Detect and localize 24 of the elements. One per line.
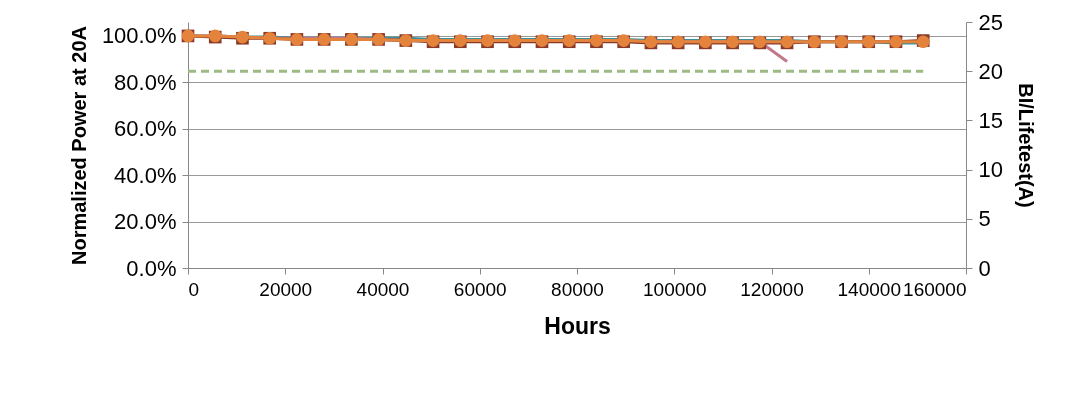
x-tick-label: 20000 bbox=[259, 278, 313, 300]
y-tick-label: 40.0% bbox=[114, 162, 177, 188]
x-tick-label: 40000 bbox=[356, 278, 410, 300]
x-tick-label: 140000 bbox=[837, 278, 901, 300]
x-tick-label: 100000 bbox=[643, 278, 707, 300]
y-tick-label: 0.0% bbox=[126, 255, 177, 281]
x-tick-label: 160000 bbox=[903, 278, 967, 300]
x-tick-label: 80000 bbox=[551, 278, 604, 300]
y-axis-title: Normalized Power at 20A bbox=[67, 26, 90, 265]
y2-tick-label: 10 bbox=[978, 157, 1003, 183]
x-tick-label: 120000 bbox=[740, 278, 804, 300]
x-tick-label: 60000 bbox=[453, 278, 507, 300]
y-tick-label: 100.0% bbox=[101, 23, 177, 49]
y-tick-label: 60.0% bbox=[114, 116, 177, 142]
y2-tick-label: 15 bbox=[978, 107, 1003, 133]
y2-tick-label: 20 bbox=[978, 58, 1003, 84]
x-tick-label: 0 bbox=[188, 278, 200, 300]
y-tick-label: 80.0% bbox=[114, 69, 177, 95]
y2-tick-label: 25 bbox=[978, 9, 1003, 35]
y-tick-label: 20.0% bbox=[114, 209, 177, 235]
x-axis-title: Hours bbox=[544, 312, 611, 339]
y2-tick-label: 5 bbox=[978, 206, 991, 232]
y2-axis-title: BI/Lifetest(A) bbox=[1014, 83, 1037, 208]
y2-tick-label: 0 bbox=[978, 255, 991, 281]
